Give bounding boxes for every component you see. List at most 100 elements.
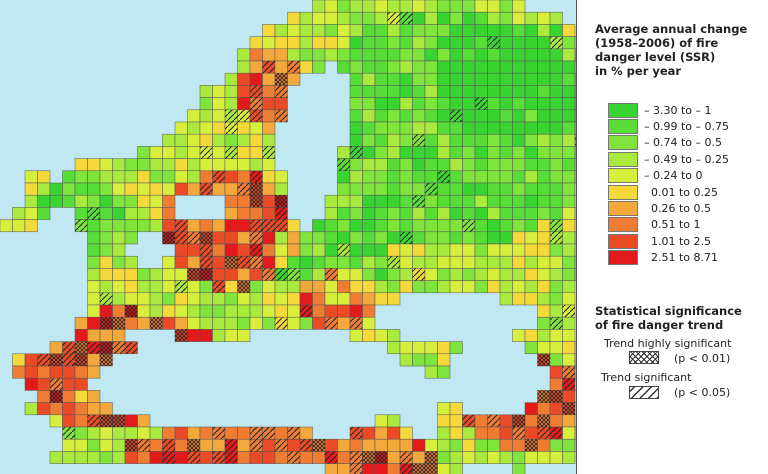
grid-cell [537, 11, 551, 25]
grid-cell [399, 426, 413, 440]
grid-cell [237, 304, 251, 318]
significance-hatch [462, 219, 475, 232]
grid-cell [324, 194, 338, 208]
grid-cell [449, 146, 463, 159]
grid-cell [62, 182, 76, 196]
grid-cell [337, 438, 351, 452]
grid-cell [137, 268, 151, 281]
grid-cell [287, 48, 301, 62]
significance-hatch [312, 439, 325, 452]
significance-hatch [175, 219, 188, 232]
grid-cell [462, 0, 476, 13]
grid-cell [212, 316, 226, 330]
significance-hatch [275, 219, 288, 232]
grid-cell [474, 170, 488, 184]
grid-cell [512, 438, 526, 452]
grid-cell [437, 426, 451, 440]
grid-cell [237, 438, 251, 452]
grid-cell [499, 133, 513, 147]
frame-divider [576, 0, 577, 474]
grid-cell [424, 353, 438, 367]
significance-hatch [125, 305, 138, 318]
grid-cell [299, 255, 313, 269]
grid-cell [349, 438, 363, 452]
grid-cell [537, 170, 551, 184]
grid-cell [424, 60, 438, 74]
grid-cell [387, 219, 401, 233]
grid-cell [312, 316, 326, 330]
grid-cell [262, 255, 276, 269]
grid-cell [374, 97, 388, 111]
grid-cell [412, 60, 426, 74]
grid-cell [74, 414, 88, 428]
grid-cell [499, 146, 513, 159]
grid-cell [524, 85, 538, 98]
grid-cell [262, 109, 276, 123]
grid-cell [399, 194, 413, 208]
grid-cell [212, 121, 226, 135]
grid-cell [512, 109, 526, 123]
grid-cell [337, 0, 351, 13]
grid-cell [449, 268, 463, 281]
grid-cell [562, 170, 576, 184]
significance-hatch [487, 414, 500, 427]
significance-hatch [462, 414, 475, 427]
grid-cell [399, 280, 413, 294]
grid-cell [462, 182, 476, 196]
grid-cell [349, 304, 363, 318]
grid-cell [412, 438, 426, 452]
grid-cell [387, 451, 401, 464]
sig-high-p-label: (p < 0.01) [674, 352, 731, 365]
grid-cell [212, 146, 226, 159]
grid-cell [224, 243, 238, 257]
grid-cell [549, 182, 563, 196]
grid-cell [362, 0, 376, 13]
grid-cell [474, 219, 488, 233]
grid-cell [137, 292, 151, 306]
grid-cell [99, 158, 113, 172]
significance-hatch [550, 231, 563, 244]
sig-p-label: (p < 0.05) [674, 386, 731, 399]
grid-cell [24, 377, 38, 391]
significance-hatch [37, 353, 50, 366]
grid-cell [374, 219, 388, 233]
grid-cell [212, 85, 226, 98]
grid-cell [299, 316, 313, 330]
grid-cell [262, 72, 276, 86]
grid-cell [499, 231, 513, 245]
grid-cell [49, 194, 63, 208]
grid-cell [374, 121, 388, 135]
grid-cell [524, 280, 538, 294]
grid-cell [224, 182, 238, 196]
grid-cell [299, 243, 313, 257]
grid-cell [449, 133, 463, 147]
grid-cell [112, 158, 126, 172]
grid-cell [237, 121, 251, 135]
significance-hatch [350, 427, 363, 440]
grid-cell [162, 219, 176, 233]
grid-cell [562, 182, 576, 196]
grid-cell [412, 146, 426, 159]
significance-hatch [112, 341, 125, 354]
grid-cell [437, 48, 451, 62]
grid-cell [187, 243, 201, 257]
legend-swatch [608, 135, 638, 151]
grid-cell [99, 243, 113, 257]
grid-cell [499, 280, 513, 294]
grid-cell [12, 219, 26, 233]
grid-cell [187, 182, 201, 196]
grid-cell [462, 243, 476, 257]
grid-cell [449, 158, 463, 172]
grid-cell [412, 170, 426, 184]
grid-cell [362, 194, 376, 208]
grid-cell [399, 133, 413, 147]
grid-cell [124, 182, 138, 196]
grid-cell [112, 243, 126, 257]
grid-cell [324, 280, 338, 294]
grid-cell [299, 24, 313, 37]
grid-cell [487, 170, 501, 184]
grid-cell [312, 48, 326, 62]
significance-hatch [575, 134, 576, 147]
grid-cell [412, 11, 426, 25]
grid-cell [387, 438, 401, 452]
